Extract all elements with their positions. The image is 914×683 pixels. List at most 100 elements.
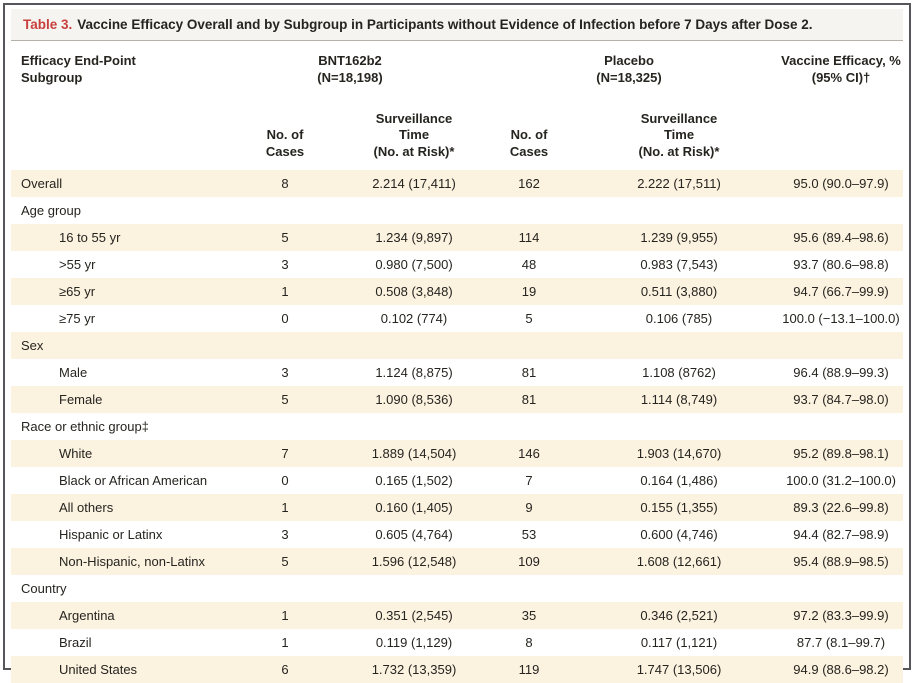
placebo-cases: 9 (525, 500, 533, 516)
row-label: Female (59, 392, 103, 408)
row-label: Brazil (59, 635, 92, 651)
placebo-surveillance: 1.903 (14,670) (636, 446, 722, 462)
bnt-cases: 8 (281, 176, 289, 192)
placebo-surveillance: 0.600 (4,746) (640, 527, 718, 543)
bnt-group-name: BNT162b2 (318, 53, 382, 69)
table-body: Overall 8 2.214 (17,411) 162 2.222 (17,5… (11, 170, 903, 683)
table-row-black: Black or African American 0 0.165 (1,502… (11, 467, 903, 494)
placebo-cases: 162 (518, 176, 540, 192)
bnt-surveillance: 0.119 (1,129) (375, 635, 453, 651)
bnt-surveillance: 1.234 (9,897) (375, 230, 453, 246)
table-row-white: White 7 1.889 (14,504) 146 1.903 (14,670… (11, 440, 903, 468)
placebo-surveillance: 0.511 (3,880) (640, 284, 718, 300)
bnt-cases: 3 (281, 365, 289, 381)
section-label: Country (21, 581, 67, 597)
bnt-surveillance: 1.124 (8,875) (375, 365, 453, 381)
bnt-cases: 6 (281, 662, 289, 678)
header-sub-row: No. of Cases Surveillance Time (No. at R… (11, 99, 903, 170)
row-label: >55 yr (59, 257, 96, 273)
vaccine-efficacy-value: 94.4 (82.7–98.9) (793, 527, 889, 543)
placebo-cases: 114 (518, 230, 540, 246)
placebo-cases: 81 (521, 392, 537, 408)
col-header-subgroup: Efficacy End-Point Subgroup (11, 43, 221, 170)
row-label: Argentina (59, 608, 115, 624)
bnt-surveillance: 1.090 (8,536) (375, 392, 453, 408)
row-label: All others (59, 500, 114, 516)
vaccine-efficacy-value: 95.4 (88.9–98.5) (793, 554, 889, 570)
bnt-cases: 3 (281, 527, 289, 543)
vaccine-efficacy-value: 95.6 (89.4–98.6) (793, 230, 889, 246)
placebo-cases: 119 (518, 662, 540, 678)
bnt-cases: 5 (281, 554, 289, 570)
col-header-placebo: Placebo (N=18,325) (479, 43, 779, 99)
placebo-surveillance: 0.164 (1,486) (640, 473, 718, 489)
vaccine-efficacy-value: 100.0 (−13.1–100.0) (782, 311, 900, 327)
table-row-argentina: Argentina 1 0.351 (2,545) 35 0.346 (2,52… (11, 602, 903, 630)
bnt-cases: 3 (281, 257, 289, 273)
row-label: Black or African American (59, 473, 208, 489)
table-row-non-hispanic: Non-Hispanic, non-Latinx 5 1.596 (12,548… (11, 548, 903, 576)
bnt-cases: 5 (281, 392, 289, 408)
placebo-group-n: (N=18,325) (596, 70, 662, 86)
placebo-cases: 8 (525, 635, 533, 651)
placebo-surveillance: 0.346 (2,521) (640, 608, 718, 624)
row-label: United States (59, 662, 138, 678)
bnt-cases: 7 (281, 446, 289, 462)
placebo-surveillance: 1.747 (13,506) (636, 662, 722, 678)
col-header-subgroup-line1: Efficacy End-Point (21, 53, 136, 69)
bnt-cases: 5 (281, 230, 289, 246)
placebo-surveillance: 2.222 (17,511) (637, 176, 721, 192)
placebo-cases: 5 (525, 311, 533, 327)
vaccine-efficacy-value: 96.4 (88.9–99.3) (793, 365, 889, 381)
vaccine-efficacy-value: 94.9 (88.6–98.2) (793, 662, 889, 678)
row-label: 16 to 55 yr (59, 230, 121, 246)
bnt-surveillance: 0.165 (1,502) (375, 473, 453, 489)
bnt-cases: 1 (281, 284, 289, 300)
bnt-surveillance: 2.214 (17,411) (372, 176, 456, 192)
row-label: ≥75 yr (59, 311, 96, 327)
table-header: Efficacy End-Point Subgroup BNT162b2 (N=… (11, 43, 903, 170)
table-row-male: Male 3 1.124 (8,875) 81 1.108 (8762) 96.… (11, 359, 903, 386)
row-label: Non-Hispanic, non-Latinx (59, 554, 205, 570)
placebo-cases: 35 (521, 608, 537, 624)
section-label: Race or ethnic group‡ (21, 419, 149, 435)
bnt-surveillance: 0.508 (3,848) (375, 284, 453, 300)
col-header-bnt-surveillance: Surveillance Time (No. at Risk)* (373, 110, 455, 160)
bnt-group-n: (N=18,198) (317, 70, 383, 86)
section-row-country: Country (11, 575, 903, 602)
vaccine-efficacy-value: 100.0 (31.2–100.0) (786, 473, 896, 489)
placebo-cases: 53 (521, 527, 537, 543)
table-row-hispanic: Hispanic or Latinx 3 0.605 (4,764) 53 0.… (11, 521, 903, 548)
placebo-cases: 7 (525, 473, 533, 489)
table-title-bar: Table 3. Vaccine Efficacy Overall and by … (11, 9, 903, 42)
bnt-cases: 0 (281, 311, 289, 327)
bnt-surveillance: 1.889 (14,504) (371, 446, 457, 462)
col-header-vaccine-efficacy: Vaccine Efficacy, % (95% CI)† (779, 43, 903, 170)
table-row-all-others: All others 1 0.160 (1,405) 9 0.155 (1,35… (11, 494, 903, 522)
placebo-cases: 109 (518, 554, 540, 570)
bnt-surveillance: 0.160 (1,405) (375, 500, 453, 516)
section-row-race: Race or ethnic group‡ (11, 413, 903, 440)
vaccine-efficacy-table: Efficacy End-Point Subgroup BNT162b2 (N=… (11, 43, 903, 683)
placebo-cases: 146 (518, 446, 540, 462)
table-caption: Vaccine Efficacy Overall and by Subgroup… (77, 17, 813, 32)
vaccine-efficacy-value: 95.2 (89.8–98.1) (793, 446, 889, 462)
table-row-brazil: Brazil 1 0.119 (1,129) 8 0.117 (1,121) 8… (11, 629, 903, 656)
bnt-cases: 1 (281, 500, 289, 516)
vaccine-efficacy-value: 94.7 (66.7–99.9) (793, 284, 889, 300)
vaccine-efficacy-value: 93.7 (84.7–98.0) (793, 392, 889, 408)
table-row-over-55: >55 yr 3 0.980 (7,500) 48 0.983 (7,543) … (11, 251, 903, 278)
row-label: ≥65 yr (59, 284, 96, 300)
table-row-over-65: ≥65 yr 1 0.508 (3,848) 19 0.511 (3,880) … (11, 278, 903, 306)
table-row-female: Female 5 1.090 (8,536) 81 1.114 (8,749) … (11, 386, 903, 414)
placebo-surveillance: 0.117 (1,121) (640, 635, 718, 651)
placebo-surveillance: 0.983 (7,543) (640, 257, 718, 273)
bnt-surveillance: 0.351 (2,545) (375, 608, 453, 624)
section-label: Sex (21, 338, 44, 354)
placebo-cases: 19 (521, 284, 537, 300)
table-row-united-states: United States 6 1.732 (13,359) 119 1.747… (11, 656, 903, 683)
table-row-over-75: ≥75 yr 0 0.102 (774) 5 0.106 (785) 100.0… (11, 305, 903, 332)
vaccine-efficacy-value: 97.2 (83.3–99.9) (793, 608, 889, 624)
table-row-16-55: 16 to 55 yr 5 1.234 (9,897) 114 1.239 (9… (11, 224, 903, 252)
col-header-placebo-surveillance: Surveillance Time (No. at Risk)* (638, 110, 720, 160)
